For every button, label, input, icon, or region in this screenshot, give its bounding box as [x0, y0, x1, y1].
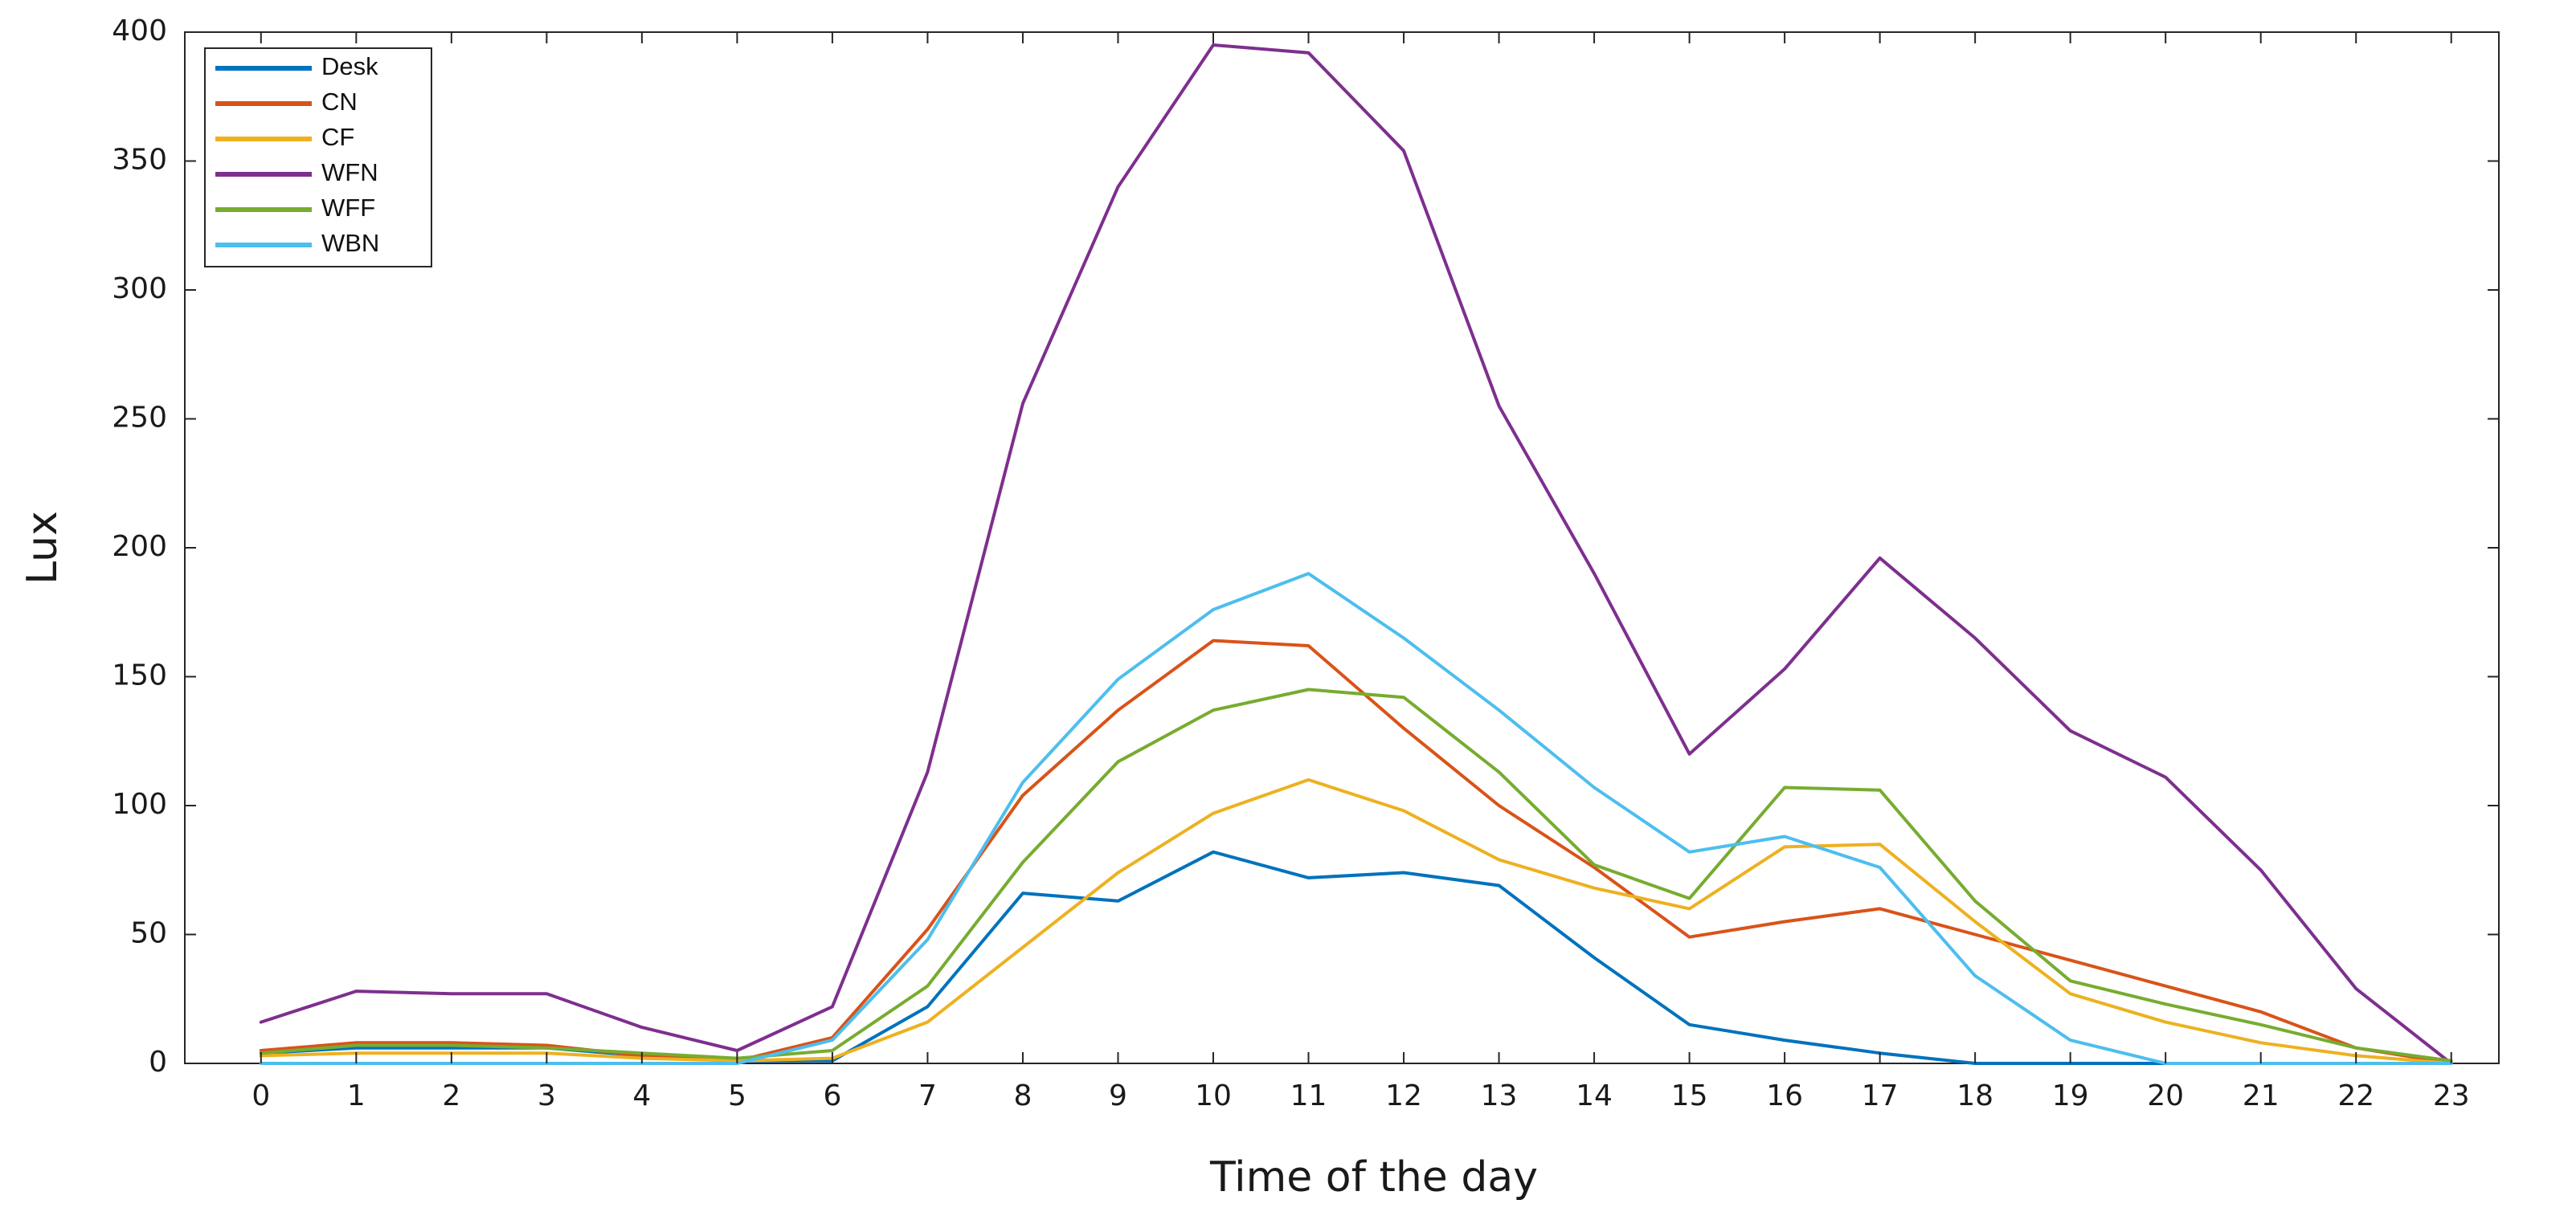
x-tick-label: 6: [823, 1079, 841, 1112]
y-tick-label: 150: [112, 659, 167, 692]
series-line-wbn: [259, 572, 2453, 1065]
x-tick-label: 13: [1481, 1079, 1518, 1112]
y-tick-label: 200: [112, 530, 167, 563]
y-tick-label: 50: [130, 917, 167, 950]
y-tick-label: 400: [112, 14, 167, 47]
x-tick-label: 8: [1014, 1079, 1032, 1112]
x-tick-label: 15: [1671, 1079, 1708, 1112]
y-tick-label: 250: [112, 402, 167, 435]
plot-area-frame: [184, 31, 2500, 1064]
x-tick-label: 23: [2433, 1079, 2470, 1112]
x-tick-label: 2: [442, 1079, 460, 1112]
y-tick-label: 350: [112, 144, 167, 177]
x-tick-label: 1: [347, 1079, 366, 1112]
series-line-cn: [259, 639, 2453, 1065]
x-tick-label: 22: [2337, 1079, 2374, 1112]
legend-label-cf: CF: [321, 123, 354, 151]
x-tick-label: 18: [1957, 1079, 1993, 1112]
x-tick-label: 0: [251, 1079, 270, 1112]
y-tick-label: 300: [112, 272, 167, 305]
y-tick-label: 100: [112, 788, 167, 821]
y-tick-label: 0: [149, 1046, 167, 1079]
x-tick-label: 14: [1576, 1079, 1613, 1112]
series-lines: [259, 43, 2453, 1065]
x-tick-label: 5: [728, 1079, 746, 1112]
x-tick-label: 21: [2243, 1079, 2280, 1112]
legend-label-wbn: WBN: [321, 229, 379, 257]
legend-label-wfn: WFN: [321, 158, 378, 186]
x-tick-label: 11: [1290, 1079, 1327, 1112]
x-tick-label: 9: [1109, 1079, 1127, 1112]
x-tick-label: 20: [2147, 1079, 2184, 1112]
x-tick-label: 19: [2052, 1079, 2089, 1112]
legend-box: [204, 47, 432, 267]
series-line-wff: [259, 688, 2453, 1063]
series-line-cf: [259, 777, 2453, 1065]
x-tick-label: 16: [1766, 1079, 1803, 1112]
x-tick-label: 7: [918, 1079, 937, 1112]
x-tick-label: 4: [632, 1079, 651, 1112]
x-tick-label: 10: [1195, 1079, 1232, 1112]
x-axis-title: Time of the day: [1209, 1153, 1538, 1202]
x-tick-label: 17: [1862, 1079, 1899, 1112]
x-tick-label: 3: [538, 1079, 556, 1112]
legend-label-desk: Desk: [321, 52, 378, 80]
y-axis-title: Lux: [18, 511, 67, 585]
legend: Desk CN CF WFN WFF WBN: [204, 47, 432, 267]
x-tick-label: 12: [1385, 1079, 1422, 1112]
y-axis-ticks: 0 50 100 150 200 250 300 350 400: [112, 14, 2499, 1079]
series-line-wfn: [259, 43, 2453, 1065]
legend-label-wff: WFF: [321, 194, 375, 222]
x-axis-ticks: 0 1 2 3 4 5 6 7 8 9 10 11 12 13 14 15 16 17 18 19 20 21 22 23: [251, 32, 2470, 1112]
legend-label-cn: CN: [321, 88, 358, 116]
